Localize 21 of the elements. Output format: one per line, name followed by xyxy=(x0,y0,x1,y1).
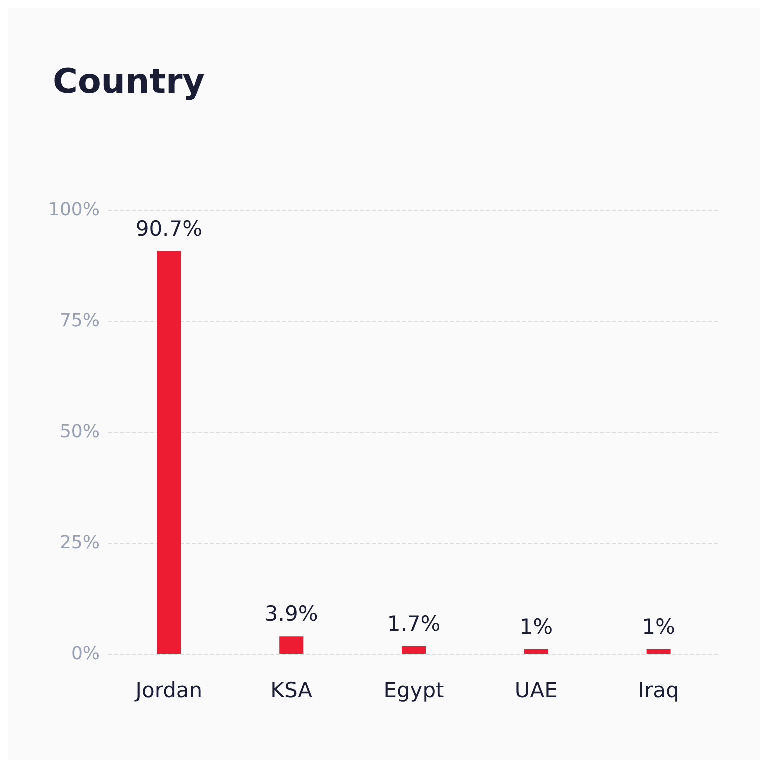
x-tick-label: Jordan xyxy=(134,678,203,702)
y-tick-label: 50% xyxy=(60,422,100,442)
data-label: 1% xyxy=(642,615,676,640)
y-tick-label: 0% xyxy=(71,644,100,664)
x-tick-label: UAE xyxy=(514,678,558,702)
data-label: 1% xyxy=(520,615,554,640)
data-label: 90.7% xyxy=(136,216,203,241)
bar xyxy=(524,650,548,654)
bar xyxy=(157,251,182,654)
data-label: 1.7% xyxy=(387,612,441,636)
bar xyxy=(646,650,671,654)
x-tick-label: Egypt xyxy=(384,678,444,702)
bar xyxy=(280,636,304,654)
y-tick-label: 75% xyxy=(60,310,100,332)
chart-title: Country xyxy=(53,62,205,102)
bar xyxy=(402,646,426,654)
x-tick-label: KSA xyxy=(270,678,314,702)
x-tick-label: Iraq xyxy=(638,678,680,702)
y-tick-label: 100% xyxy=(48,200,100,220)
y-tick-label: 25% xyxy=(60,532,100,554)
data-label: 3.9% xyxy=(264,602,318,626)
